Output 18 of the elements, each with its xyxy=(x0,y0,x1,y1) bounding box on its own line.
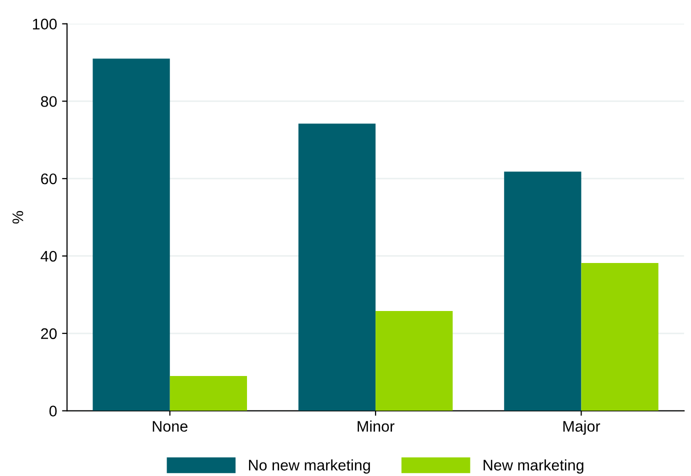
bar xyxy=(376,310,453,411)
y-tick-label: 40 xyxy=(40,250,57,262)
bar xyxy=(504,172,582,411)
x-tick-label: Major xyxy=(563,420,600,435)
y-tick-label: 60 xyxy=(41,173,57,184)
y-tick-label: 100 xyxy=(32,18,57,30)
y-tick-label: 20 xyxy=(41,328,57,340)
x-tick-label: None xyxy=(152,421,188,432)
legend-label: No new marketing xyxy=(249,459,370,474)
x-tick-label: Minor xyxy=(358,420,394,432)
bar xyxy=(298,124,376,411)
bar xyxy=(92,58,170,411)
y-tick-label: 80 xyxy=(40,96,57,107)
bar xyxy=(170,376,248,411)
y-axis-title: % xyxy=(12,211,24,224)
bar xyxy=(581,262,658,411)
y-tick-label: 0 xyxy=(49,406,57,416)
legend-label: New marketing xyxy=(484,459,584,474)
